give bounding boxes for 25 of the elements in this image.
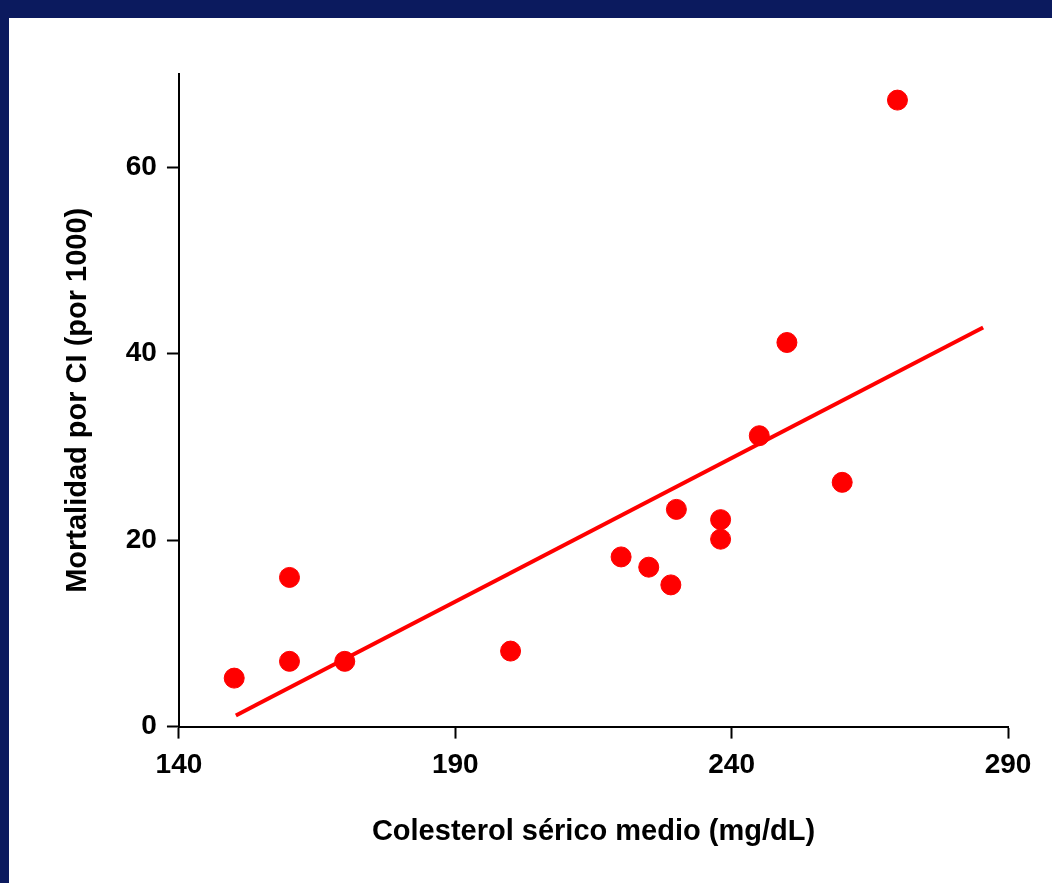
point (278, 566, 300, 588)
point (710, 528, 732, 550)
y-tick-label: 20 (125, 522, 157, 554)
point (710, 509, 732, 531)
point (776, 332, 798, 353)
y-tick-label: 60 (125, 149, 157, 181)
point (610, 546, 632, 568)
point (748, 425, 770, 447)
x-tick-label: 290 (984, 748, 1032, 780)
point (500, 640, 522, 662)
y-axis-title: Mortalidad por CI (por 1000) (60, 207, 93, 593)
point (886, 89, 908, 111)
point (831, 471, 853, 493)
x-tick-label: 190 (431, 748, 479, 780)
point (638, 556, 660, 578)
y-tick-label: 40 (125, 336, 157, 368)
x-axis-title: Colesterol sérico medio (mg/dL) (371, 813, 816, 846)
point (665, 498, 687, 520)
x-tick-label: 240 (708, 748, 756, 780)
x-tick-label: 140 (155, 748, 203, 780)
point (334, 650, 356, 672)
point (223, 667, 245, 689)
y-tick-label: 0 (141, 709, 157, 741)
point (660, 574, 682, 596)
point (278, 650, 300, 672)
